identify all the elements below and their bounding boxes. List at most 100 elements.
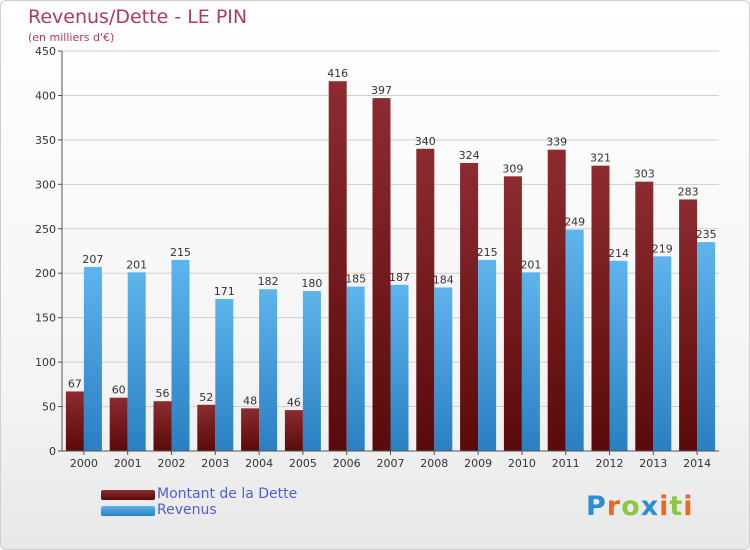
x-tick-label-2003: 2003	[201, 457, 229, 470]
bar-revenus-2000	[83, 267, 102, 451]
bar-dette-2004	[241, 408, 260, 451]
x-tick-label-2011: 2011	[552, 457, 580, 470]
data-label-dette-2013: 303	[634, 168, 655, 181]
x-tick-label-2007: 2007	[377, 457, 405, 470]
data-label-dette-2001: 60	[112, 384, 126, 397]
data-label-dette-2007: 397	[371, 84, 392, 97]
bar-dette-2013	[635, 181, 654, 451]
data-label-revenus-2000: 207	[82, 253, 103, 266]
bar-revenus-2012	[609, 260, 628, 451]
data-label-dette-2012: 321	[590, 152, 611, 165]
chart-subtitle: (en milliers d'€)	[28, 31, 115, 44]
y-tick-label-350: 350	[35, 134, 56, 147]
data-label-revenus-2005: 180	[301, 277, 322, 290]
data-label-dette-2002: 56	[156, 387, 170, 400]
bar-dette-2001	[109, 397, 128, 451]
data-label-revenus-2007: 187	[389, 271, 410, 284]
logo-letter: o	[621, 491, 641, 522]
y-tick-label-150: 150	[35, 312, 56, 325]
data-label-dette-2005: 46	[287, 396, 301, 409]
logo-letter: x	[640, 491, 660, 522]
x-tick-label-2010: 2010	[508, 457, 536, 470]
data-label-revenus-2014: 235	[696, 228, 717, 241]
legend-label-dette: Montant de la Dette	[157, 486, 298, 502]
bar-revenus-2001	[127, 272, 146, 451]
data-label-revenus-2001: 201	[126, 258, 147, 271]
x-tick-label-2000: 2000	[70, 457, 98, 470]
bar-revenus-2011	[565, 229, 584, 451]
logo-letter: t	[669, 491, 684, 522]
x-tick-label-2008: 2008	[420, 457, 448, 470]
bar-dette-2012	[591, 165, 610, 451]
axes: 0 50 100 150 200 250 300 350 400 450 2000 2001 2002 2…	[35, 45, 719, 470]
bar-revenus-2005	[302, 291, 321, 451]
bar-revenus-2002	[171, 259, 190, 451]
logo-letter: r	[606, 491, 622, 522]
logo-letter: P	[586, 491, 607, 522]
bar-dette-2010	[503, 176, 522, 452]
data-label-revenus-2003: 171	[214, 285, 235, 298]
legend-label-revenus: Revenus	[157, 502, 217, 518]
bar-dette-2002	[153, 401, 172, 451]
data-label-revenus-2013: 219	[652, 242, 673, 255]
data-label-revenus-2006: 185	[345, 273, 366, 286]
y-tick-label-300: 300	[35, 178, 56, 191]
bar-dette-2008	[416, 148, 435, 451]
legend-swatch-dette	[101, 490, 155, 500]
bar-revenus-2009	[478, 259, 497, 451]
bar-dette-2003	[197, 404, 216, 451]
data-label-dette-2006: 416	[327, 67, 348, 80]
x-tick-label-2005: 2005	[289, 457, 317, 470]
data-label-revenus-2012: 214	[608, 247, 629, 260]
y-tick-label-200: 200	[35, 267, 56, 280]
bar-dette-2007	[372, 98, 391, 451]
x-tick-label-2002: 2002	[158, 457, 186, 470]
bar-revenus-2006	[346, 286, 365, 451]
legend-swatch-revenus	[101, 506, 155, 516]
data-label-dette-2008: 340	[415, 135, 436, 148]
y-tick-label-100: 100	[35, 356, 56, 369]
logo-letter: i	[659, 491, 670, 522]
bar-dette-2000	[65, 391, 84, 451]
y-tick-label-0: 0	[49, 445, 56, 458]
y-tick-label-450: 450	[35, 45, 56, 58]
bar-dette-2014	[679, 199, 698, 451]
data-label-revenus-2010: 201	[520, 258, 541, 271]
bar-revenus-2014	[697, 242, 716, 451]
proxiti-logo: Proxiti	[586, 491, 694, 522]
bar-revenus-2004	[259, 289, 278, 451]
logo-letter: i	[683, 491, 694, 522]
bar-revenus-2003	[215, 299, 234, 451]
bar-revenus-2010	[521, 272, 540, 451]
bar-dette-2006	[328, 81, 347, 451]
x-tick-label-2014: 2014	[683, 457, 711, 470]
data-label-revenus-2009: 215	[477, 246, 498, 259]
bar-dette-2009	[460, 163, 479, 451]
data-label-revenus-2011: 249	[564, 216, 585, 229]
x-tick-label-2004: 2004	[245, 457, 273, 470]
data-label-revenus-2008: 184	[433, 273, 454, 286]
data-label-dette-2010: 309	[502, 162, 523, 175]
data-label-dette-2014: 283	[678, 185, 699, 198]
chart-title: Revenus/Dette - LE PIN	[28, 6, 248, 28]
x-tick-label-2009: 2009	[464, 457, 492, 470]
data-label-revenus-2004: 182	[258, 275, 279, 288]
x-tick-label-2006: 2006	[333, 457, 361, 470]
bars: 67 207 60 201 56 215 52 171 48 182 46 180 416 185 397 1…	[65, 67, 717, 452]
data-label-dette-2004: 48	[243, 394, 257, 407]
data-label-dette-2009: 324	[459, 149, 480, 162]
x-tick-label-2012: 2012	[596, 457, 624, 470]
bar-dette-2011	[547, 149, 566, 451]
y-tick-label-50: 50	[42, 401, 56, 414]
y-tick-label-400: 400	[35, 89, 56, 102]
data-label-dette-2011: 339	[546, 136, 567, 149]
data-label-dette-2000: 67	[68, 377, 82, 390]
x-tick-label-2013: 2013	[639, 457, 667, 470]
data-label-revenus-2002: 215	[170, 246, 191, 259]
y-tick-label-250: 250	[35, 223, 56, 236]
bar-revenus-2007	[390, 284, 409, 451]
x-tick-label-2001: 2001	[114, 457, 142, 470]
bar-dette-2005	[284, 410, 303, 451]
